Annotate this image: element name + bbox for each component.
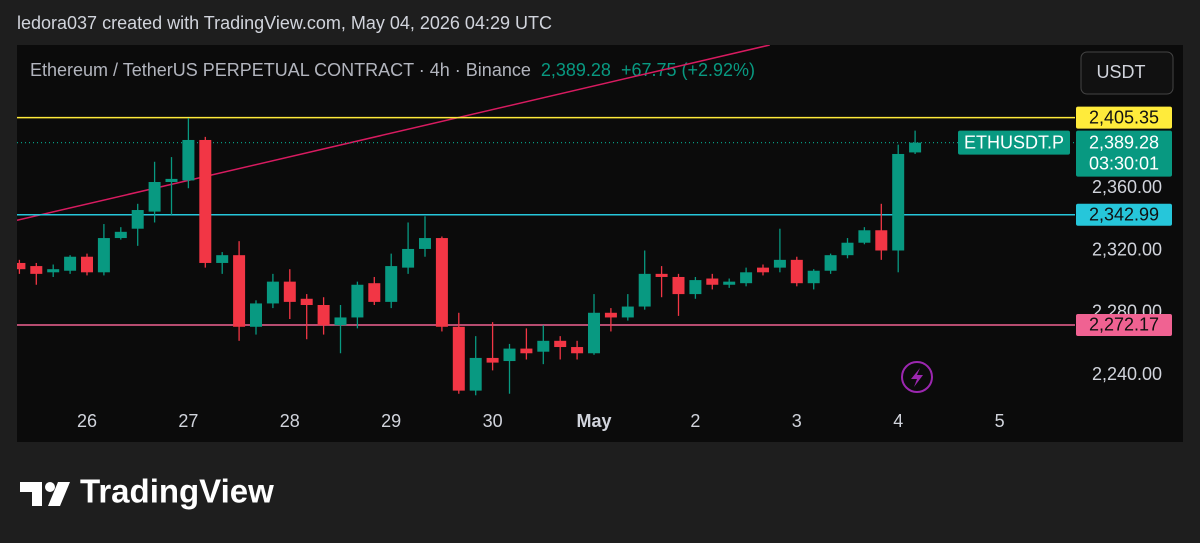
candle-body: [689, 280, 702, 295]
last-price-label: 2,389.28: [1089, 132, 1159, 152]
logo: [20, 482, 70, 506]
candle-body: [486, 357, 499, 363]
candle-body: [233, 255, 246, 327]
candle-body: [469, 357, 482, 391]
candle-body: [419, 238, 431, 249]
price-change: +67.75 (+2.92%): [621, 60, 755, 80]
candle-body: [300, 298, 313, 305]
level-label: 2,405.35: [1089, 107, 1159, 127]
x-tick-label: 27: [178, 411, 198, 431]
candle-body: [435, 238, 448, 327]
candle-body: [385, 266, 398, 302]
level-label-box: [1076, 203, 1172, 226]
candle-body: [266, 281, 279, 304]
logo-mark: [20, 482, 42, 506]
last-price: 2,389.28: [541, 60, 611, 80]
x-tick-label: 30: [483, 411, 503, 431]
candle-body: [520, 348, 533, 354]
x-tick-label: 26: [77, 411, 97, 431]
candle-body: [807, 270, 820, 284]
trend-line: [17, 45, 770, 222]
candle-body: [571, 347, 584, 354]
x-tick-label: 2: [690, 411, 700, 431]
candle-body: [317, 304, 330, 326]
attribution: ledora037 created with TradingView.com, …: [17, 13, 552, 33]
candle-body: [334, 317, 347, 326]
symbol-box: [958, 130, 1070, 155]
candle-body: [790, 259, 803, 284]
candle-body: [17, 262, 26, 270]
chart-panel: [17, 45, 1183, 442]
candle-body: [672, 276, 685, 295]
candle-body: [892, 153, 905, 251]
candle-body: [250, 303, 262, 327]
candle-body: [757, 267, 769, 273]
level-label-box: [1076, 313, 1172, 336]
symbol-label: ETHUSDT.P: [964, 132, 1064, 152]
candle-body: [165, 178, 178, 183]
candle-body: [554, 340, 567, 348]
last-price-box: [1076, 130, 1172, 177]
candle-body: [47, 269, 60, 273]
currency-button[interactable]: [1080, 51, 1174, 95]
candle-body: [30, 266, 43, 274]
candle-body: [351, 284, 364, 318]
candle-body: [368, 283, 381, 302]
countdown-label: 03:30:01: [1089, 153, 1159, 173]
candle-body: [824, 255, 837, 271]
candle-body: [655, 273, 668, 277]
candle-body: [740, 272, 753, 284]
candle-body: [621, 306, 634, 318]
candle-body: [723, 281, 736, 285]
x-tick-label: 4: [893, 411, 903, 431]
candle-body: [841, 242, 854, 256]
symbol-line: Ethereum / TetherUS PERPETUAL CONTRACT ·…: [30, 60, 755, 80]
x-tick-label: 28: [280, 411, 300, 431]
candle-body: [97, 238, 110, 273]
symbol: Ethereum / TetherUS PERPETUAL CONTRACT ·…: [30, 60, 531, 80]
candle-body: [909, 142, 922, 153]
candle-body: [706, 278, 719, 285]
candle-body: [503, 348, 516, 362]
candle-body: [131, 210, 144, 229]
candle-body: [773, 259, 786, 268]
candle-body: [64, 256, 77, 271]
level-label: 2,342.99: [1089, 204, 1159, 224]
level-label-box: [1076, 106, 1172, 129]
candle-body: [875, 230, 888, 251]
candle-body: [537, 340, 550, 352]
candle-body: [81, 256, 93, 273]
candle-body: [283, 281, 296, 302]
candle-body: [148, 182, 161, 212]
candle-body: [182, 139, 195, 181]
candle-body: [858, 230, 871, 243]
candle-body: [604, 312, 617, 318]
plot: [17, 45, 1075, 396]
y-tick-label: 2,240.00: [1092, 364, 1162, 384]
candle-body: [199, 139, 212, 263]
candle-body: [402, 248, 415, 268]
candle-body: [114, 231, 127, 239]
alert-icon[interactable]: [901, 361, 933, 393]
x-tick-label: 3: [792, 411, 802, 431]
candle-body: [452, 326, 465, 391]
alert-bolt: [911, 368, 923, 387]
level-label: 2,272.17: [1089, 315, 1159, 335]
logo-slash: [48, 482, 70, 506]
candle-body: [588, 312, 600, 354]
logo-dot: [45, 482, 55, 492]
y-tick-label: 2,320.00: [1092, 239, 1162, 259]
currency-label[interactable]: USDT: [1097, 62, 1146, 82]
candle-body: [638, 273, 651, 307]
y-tick-label: 2,360.00: [1092, 177, 1162, 197]
x-tick-label: 29: [381, 411, 401, 431]
x-tick-label: May: [576, 411, 611, 431]
x-tick-label: 5: [995, 411, 1005, 431]
brand: TradingView: [80, 473, 274, 510]
candle-body: [216, 255, 229, 263]
